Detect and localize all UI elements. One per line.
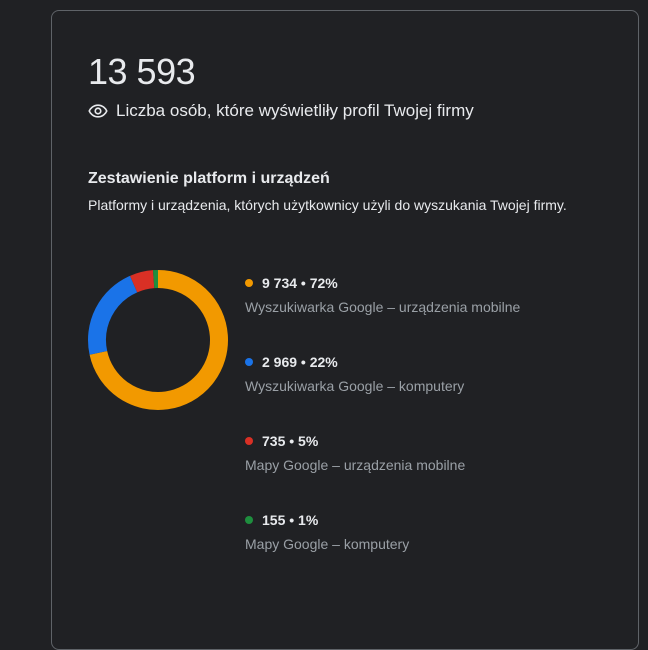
legend-value: 2 969 • 22% [262,354,338,370]
legend-label: Wyszukiwarka Google – urządzenia mobilne [245,299,520,315]
legend-dot [245,516,253,524]
legend-label: Mapy Google – komputery [245,536,520,552]
legend-dot [245,279,253,287]
legend-item: 735 • 5% Mapy Google – urządzenia mobilne [245,431,520,510]
legend-item: 9 734 • 72% Wyszukiwarka Google – urządze… [245,273,520,352]
total-views: 13 593 [88,51,195,93]
legend-value-row: 9 734 • 72% [245,273,520,293]
legend-value-row: 2 969 • 22% [245,352,520,372]
eye-icon [88,101,108,121]
donut-slice-1[interactable] [97,284,134,353]
legend-dot [245,437,253,445]
chart-legend: 9 734 • 72% Wyszukiwarka Google – urządze… [245,273,520,589]
legend-label: Wyszukiwarka Google – komputery [245,378,520,394]
legend-value-row: 735 • 5% [245,431,520,451]
legend-label: Mapy Google – urządzenia mobilne [245,457,520,473]
donut-slice-2[interactable] [134,279,154,284]
profile-views-card: 13 593 Liczba osób, które wyświetliły pr… [51,10,639,650]
legend-item: 155 • 1% Mapy Google – komputery [245,510,520,589]
donut-chart [87,269,229,411]
legend-value: 9 734 • 72% [262,275,338,291]
legend-item: 2 969 • 22% Wyszukiwarka Google – kompute… [245,352,520,431]
breakdown-title: Zestawienie platform i urządzeń [88,170,330,188]
legend-value-row: 155 • 1% [245,510,520,530]
legend-dot [245,358,253,366]
metric-label: Liczba osób, które wyświetliły profil Tw… [116,101,474,121]
breakdown-subtitle: Platformy i urządzenia, których użytkown… [88,194,608,216]
legend-value: 735 • 5% [262,433,318,449]
legend-value: 155 • 1% [262,512,318,528]
metric-label-row: Liczba osób, które wyświetliły profil Tw… [88,101,474,121]
